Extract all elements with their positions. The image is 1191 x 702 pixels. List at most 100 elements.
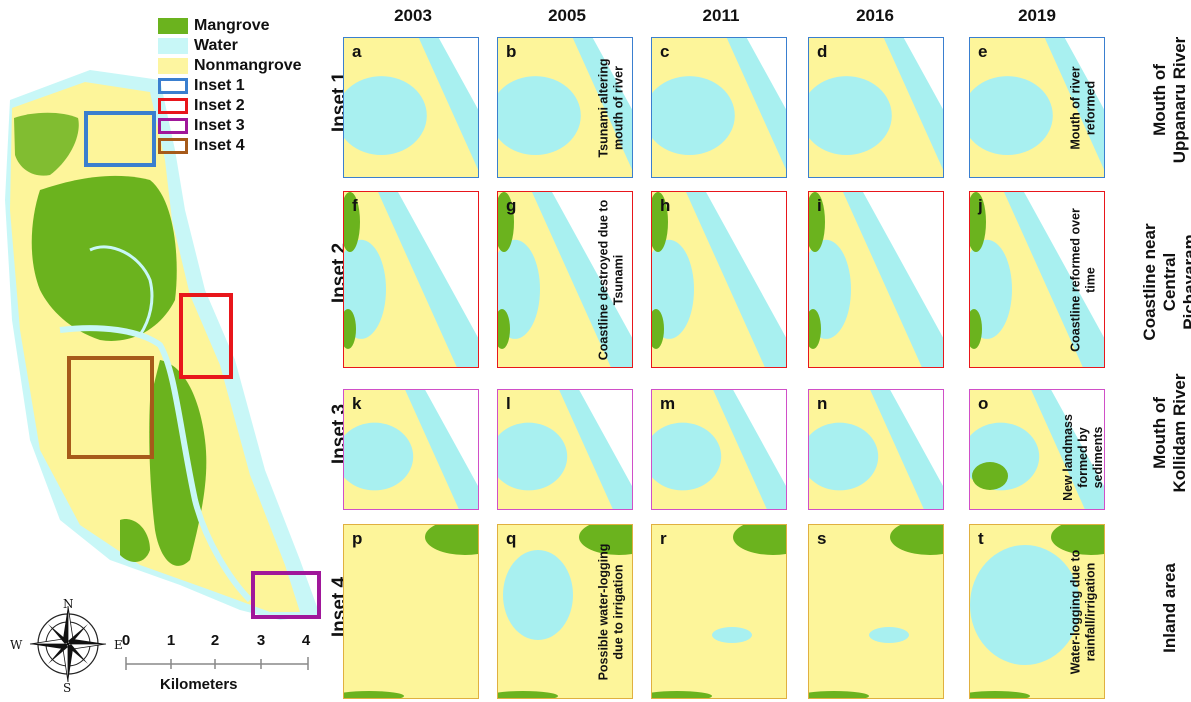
inset-map-a	[344, 38, 478, 177]
legend-label: Mangrove	[194, 17, 270, 34]
panel-letter-i: i	[817, 196, 822, 215]
inset-map-t	[970, 525, 1104, 698]
mangrove-patch	[1051, 525, 1104, 555]
legend-swatch-nonmangrove	[158, 58, 188, 74]
legend-swatch-inset-2	[158, 98, 188, 114]
inset-panel-e: e	[969, 37, 1105, 178]
water-area	[809, 422, 879, 491]
mangrove-patch	[498, 691, 558, 698]
panel-letter-c: c	[660, 42, 670, 61]
legend-swatch-inset-4	[158, 138, 188, 154]
legend-label: Water	[194, 37, 238, 54]
water-area	[498, 239, 540, 339]
inset-panel-d: d	[808, 37, 944, 178]
water-area	[809, 239, 851, 339]
water-patch	[970, 545, 1080, 665]
mangrove-patch	[809, 309, 821, 349]
year-header-2005: 2005	[548, 6, 586, 25]
inset-panel-c: c	[651, 37, 787, 178]
inset-panel-n: n	[808, 389, 944, 510]
panel-annotation: New landmass formed by sediments	[1060, 413, 1105, 501]
panel-annotation: Tsunami altering mouth of river	[596, 57, 625, 158]
water-area	[652, 76, 735, 156]
legend-item-water: Water	[158, 36, 328, 56]
compass-rose-icon	[29, 605, 107, 683]
inset-panel-h: h	[651, 191, 787, 368]
place-label-row-4: Inland area	[1160, 563, 1179, 653]
inset-map-l	[498, 390, 632, 509]
legend-item-inset-2: Inset 2	[158, 96, 328, 116]
legend-label: Inset 1	[194, 77, 245, 94]
inset-panel-o: o	[969, 389, 1105, 510]
place-label-row-1: Mouth of Uppanaru River	[1150, 36, 1189, 164]
water-area	[970, 239, 1012, 339]
inset-map-h	[652, 192, 786, 367]
legend-item-inset-3: Inset 3	[158, 116, 328, 136]
inset-panel-j: j	[969, 191, 1105, 368]
mangrove-patch	[970, 691, 1030, 698]
water-patch	[503, 550, 573, 640]
overview-inset-3-box	[251, 571, 321, 619]
water-area	[498, 76, 581, 156]
land-area	[809, 525, 943, 698]
mangrove-patch	[498, 309, 510, 349]
overview-channel	[59, 325, 253, 603]
compass-south-label: S	[63, 681, 72, 695]
inset-panel-a: a	[343, 37, 479, 178]
compass-north-label: N	[63, 597, 74, 611]
year-header-2011: 2011	[702, 6, 740, 25]
inset-map-q	[498, 525, 632, 698]
inset-panel-m: m	[651, 389, 787, 510]
mangrove-patch	[652, 192, 668, 252]
inset-panel-l: l	[497, 389, 633, 510]
inset-map-i	[809, 192, 943, 367]
scale-tick-label: 4	[301, 632, 311, 649]
panel-letter-o: o	[978, 394, 989, 413]
year-header-2003: 2003	[394, 6, 432, 25]
inset-panel-t: t	[969, 524, 1105, 699]
water-area	[344, 422, 414, 491]
place-label-row-2: Coastline near Central Pichavaram	[1140, 223, 1191, 341]
panel-letter-h: h	[660, 196, 671, 215]
mangrove-patch	[425, 525, 478, 555]
legend-item-nonmangrove: Nonmangrove	[158, 56, 328, 76]
panel-letter-e: e	[978, 42, 988, 61]
panel-letter-l: l	[506, 394, 511, 413]
legend-label: Inset 2	[194, 97, 245, 114]
inset-map-j	[970, 192, 1104, 367]
overview-inset-2-box	[179, 293, 233, 379]
year-header-2019: 2019	[1018, 6, 1056, 25]
water-area	[652, 239, 694, 339]
panel-letter-p: p	[352, 529, 363, 548]
inset-map-e	[970, 38, 1104, 177]
mangrove-patch	[344, 691, 404, 698]
legend-item-mangrove: Mangrove	[158, 16, 328, 36]
inset-map-m	[652, 390, 786, 509]
mangrove-patch	[809, 192, 825, 252]
panel-annotation: Possible water-logging due to irrigation	[596, 543, 625, 680]
water-area	[344, 76, 427, 156]
panel-letter-b: b	[506, 42, 517, 61]
year-header-2016: 2016	[856, 6, 894, 25]
scale-bar	[125, 657, 309, 670]
panel-annotation: Coastline reformed over time	[1068, 207, 1097, 352]
inset-map-r	[652, 525, 786, 698]
water-area	[498, 422, 568, 491]
inset-panel-r: r	[651, 524, 787, 699]
land-area	[652, 525, 786, 698]
scale-tick-label: 0	[121, 632, 131, 649]
mangrove-patch	[890, 525, 943, 555]
inset-panel-k: k	[343, 389, 479, 510]
overview-mangrove-small	[120, 519, 150, 562]
legend-item-inset-4: Inset 4	[158, 136, 328, 156]
compass-west-label: W	[10, 638, 23, 652]
inset-map-c	[652, 38, 786, 177]
overview-channel-2	[89, 245, 154, 336]
mangrove-patch	[970, 309, 982, 349]
scale-tick-label: 3	[256, 632, 266, 649]
mangrove-patch	[809, 691, 869, 698]
panel-letter-g: g	[506, 196, 517, 215]
panel-letter-a: a	[352, 42, 362, 61]
mangrove-patch	[733, 525, 786, 555]
water-patch	[712, 627, 752, 643]
